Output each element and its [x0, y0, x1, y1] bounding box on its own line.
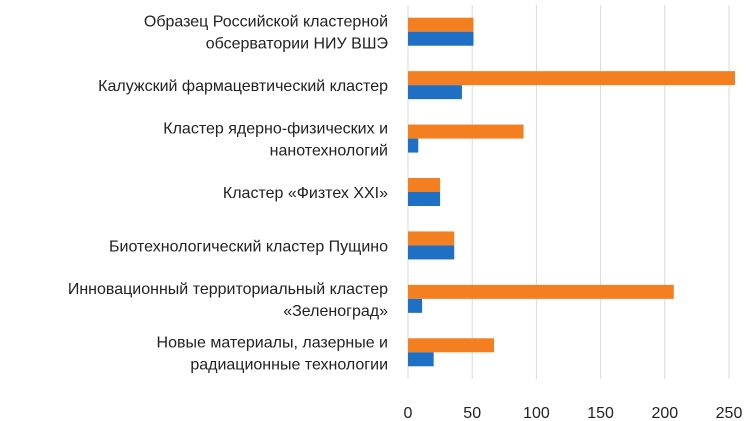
bar-series-1 [408, 138, 419, 153]
bar-series-1 [408, 298, 423, 313]
category-label: Калужский фармацевтический кластер [98, 78, 388, 95]
x-tick-label: 250 [716, 405, 743, 421]
bar-series-2 [408, 17, 474, 32]
category-label: «Зеленоград» [283, 303, 388, 320]
category-label: Инновационный территориальный кластер [68, 281, 388, 298]
category-label: Образец Российской кластерной [144, 14, 388, 31]
x-tick-label: 150 [587, 405, 614, 421]
x-tick-label: 0 [404, 405, 413, 421]
bar-series-2 [408, 71, 735, 86]
category-label: Новые материалы, лазерные и [157, 334, 388, 351]
bar-series-1 [408, 245, 455, 260]
bar-series-2 [408, 231, 455, 246]
x-tick-label: 100 [523, 405, 550, 421]
category-label: обсерватории НИУ ВШЭ [206, 36, 388, 53]
bar-series-2 [408, 178, 441, 192]
category-label: нанотехнологий [270, 143, 388, 160]
x-tick-label: 50 [463, 405, 481, 421]
category-label: Кластер ядерно-физических и [163, 121, 388, 138]
category-label: радиационные технологии [190, 356, 388, 373]
category-labels: Образец Российской кластерной обсерватори… [68, 14, 388, 374]
category-label: Кластер «Физтех XXI» [223, 185, 388, 202]
bar-series-2 [408, 284, 674, 299]
bar-series-2 [408, 338, 495, 353]
grid-lines [407, 5, 730, 379]
bar-series-1 [408, 352, 434, 367]
bar-series-2 [408, 124, 524, 139]
bar-series-1 [408, 192, 441, 206]
bar-series-1 [408, 31, 474, 46]
bar-series-1 [408, 85, 462, 100]
x-tick-label: 200 [651, 405, 678, 421]
x-tick-labels: 0 50 100 150 200 250 [404, 405, 743, 421]
bar-group [408, 17, 735, 367]
category-label: Биотехнологический кластер Пущино [109, 238, 388, 255]
